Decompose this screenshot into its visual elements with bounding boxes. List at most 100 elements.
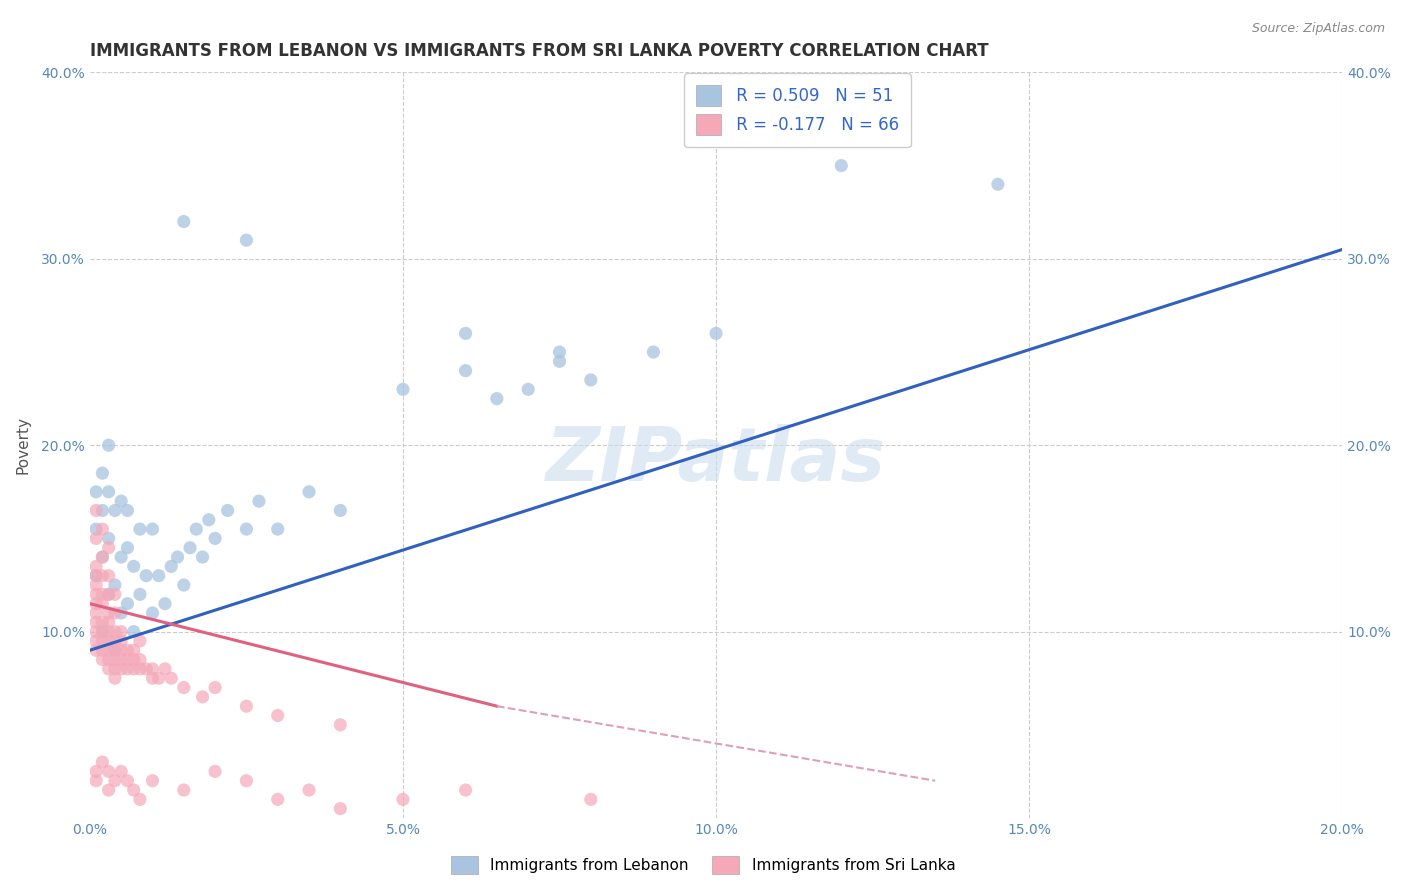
Point — [329, 718, 352, 732]
Point — [91, 587, 114, 601]
Point — [517, 382, 540, 396]
Point — [104, 606, 127, 620]
Point — [91, 503, 114, 517]
Point — [110, 494, 132, 508]
Point — [141, 662, 163, 676]
Point — [148, 671, 170, 685]
Point — [117, 652, 139, 666]
Point — [117, 643, 139, 657]
Point — [110, 634, 132, 648]
Point — [91, 549, 114, 564]
Point — [704, 326, 727, 341]
Point — [110, 764, 132, 779]
Point — [110, 643, 132, 657]
Point — [141, 522, 163, 536]
Point — [110, 624, 132, 639]
Point — [84, 624, 107, 639]
Point — [117, 503, 139, 517]
Point — [97, 484, 120, 499]
Point — [104, 773, 127, 788]
Point — [97, 783, 120, 797]
Y-axis label: Poverty: Poverty — [15, 417, 30, 475]
Point — [329, 503, 352, 517]
Point — [84, 559, 107, 574]
Point — [485, 392, 508, 406]
Point — [97, 615, 120, 630]
Point — [84, 634, 107, 648]
Point — [104, 624, 127, 639]
Point — [84, 484, 107, 499]
Point — [148, 568, 170, 582]
Point — [91, 624, 114, 639]
Point — [84, 568, 107, 582]
Point — [84, 773, 107, 788]
Point — [91, 568, 114, 582]
Point — [454, 326, 477, 341]
Point — [217, 503, 239, 517]
Point — [579, 792, 602, 806]
Point — [104, 671, 127, 685]
Point — [579, 373, 602, 387]
Point — [987, 178, 1010, 192]
Point — [110, 606, 132, 620]
Point — [329, 802, 352, 816]
Point — [91, 652, 114, 666]
Point — [104, 503, 127, 517]
Point — [204, 532, 226, 546]
Point — [122, 652, 145, 666]
Point — [91, 615, 114, 630]
Point — [191, 549, 214, 564]
Point — [84, 568, 107, 582]
Point — [830, 159, 852, 173]
Point — [117, 773, 139, 788]
Point — [104, 587, 127, 601]
Point — [153, 597, 176, 611]
Point — [129, 792, 152, 806]
Point — [160, 671, 183, 685]
Point — [91, 597, 114, 611]
Point — [97, 541, 120, 555]
Point — [235, 699, 257, 714]
Point — [173, 214, 195, 228]
Point — [97, 764, 120, 779]
Point — [104, 634, 127, 648]
Point — [191, 690, 214, 704]
Point — [235, 522, 257, 536]
Point — [298, 484, 321, 499]
Point — [104, 643, 127, 657]
Point — [129, 522, 152, 536]
Point — [198, 513, 221, 527]
Point — [153, 662, 176, 676]
Point — [141, 606, 163, 620]
Point — [160, 559, 183, 574]
Point — [117, 662, 139, 676]
Text: ZIPatlas: ZIPatlas — [546, 424, 886, 497]
Point — [104, 643, 127, 657]
Point — [129, 634, 152, 648]
Point — [110, 662, 132, 676]
Point — [235, 233, 257, 247]
Point — [110, 652, 132, 666]
Point — [97, 606, 120, 620]
Point — [97, 624, 120, 639]
Legend: Immigrants from Lebanon, Immigrants from Sri Lanka: Immigrants from Lebanon, Immigrants from… — [444, 850, 962, 880]
Text: Source: ZipAtlas.com: Source: ZipAtlas.com — [1251, 22, 1385, 36]
Point — [173, 681, 195, 695]
Point — [97, 587, 120, 601]
Point — [84, 532, 107, 546]
Point — [97, 438, 120, 452]
Point — [122, 643, 145, 657]
Point — [91, 466, 114, 480]
Point — [84, 597, 107, 611]
Point — [110, 549, 132, 564]
Point — [454, 364, 477, 378]
Point — [135, 568, 157, 582]
Point — [117, 597, 139, 611]
Point — [454, 783, 477, 797]
Point — [97, 662, 120, 676]
Point — [267, 708, 290, 723]
Point — [247, 494, 270, 508]
Point — [166, 549, 188, 564]
Point — [97, 652, 120, 666]
Point — [84, 503, 107, 517]
